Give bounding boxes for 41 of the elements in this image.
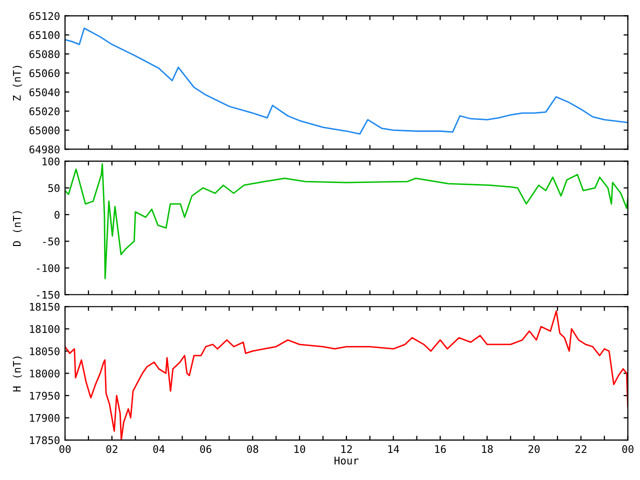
line-series	[65, 310, 628, 440]
y-tick-label: 17950	[30, 392, 60, 400]
x-tick-label: 14	[388, 445, 400, 453]
y-tick-label: 65080	[29, 50, 60, 58]
x-tick-label: 00	[59, 445, 71, 453]
line-series	[65, 28, 628, 135]
x-tick-label: 06	[200, 445, 212, 453]
y-axis-title: Z (nT)	[12, 66, 22, 101]
y-tick-label: -100	[36, 264, 60, 272]
x-tick-label: 08	[247, 445, 258, 453]
y-tick-label: 0	[54, 210, 60, 219]
y-tick-label: 65040	[29, 88, 60, 96]
x-tick-label: 10	[294, 445, 306, 453]
y-tick-label: 65000	[29, 126, 60, 134]
x-tick-label: 18	[482, 445, 493, 453]
y-tick-label: -150	[36, 290, 60, 299]
x-tick-label: 20	[528, 445, 540, 453]
y-axis-title: H (nT)	[12, 356, 22, 392]
y-tick-label: 17850	[30, 436, 60, 444]
y-tick-label: 65020	[29, 107, 60, 116]
x-axis-title: Hour	[334, 456, 359, 465]
x-tick-label: 12	[341, 445, 352, 453]
y-axis-title: D (nT)	[12, 211, 22, 246]
x-tick-label: 02	[106, 445, 118, 453]
x-tick-label: 00	[622, 445, 634, 453]
x-tick-label: 04	[153, 445, 165, 453]
y-tick-label: 18100	[30, 325, 60, 333]
x-tick-label: 16	[435, 445, 446, 453]
line-series	[65, 163, 628, 280]
y-tick-label: 17900	[30, 414, 60, 422]
y-tick-label: 18000	[30, 370, 60, 378]
y-tick-label: 65060	[29, 69, 60, 78]
y-tick-label: 64980	[29, 145, 60, 154]
y-tick-label: 18150	[30, 302, 60, 311]
y-tick-label: 18050	[30, 347, 60, 356]
y-tick-label: 50	[48, 184, 60, 192]
y-tick-label: 65100	[29, 31, 60, 40]
y-tick-label: -50	[43, 238, 60, 246]
y-tick-label: 100	[42, 157, 60, 166]
y-tick-label: 65120	[29, 12, 60, 20]
x-tick-label: 22	[575, 445, 586, 453]
